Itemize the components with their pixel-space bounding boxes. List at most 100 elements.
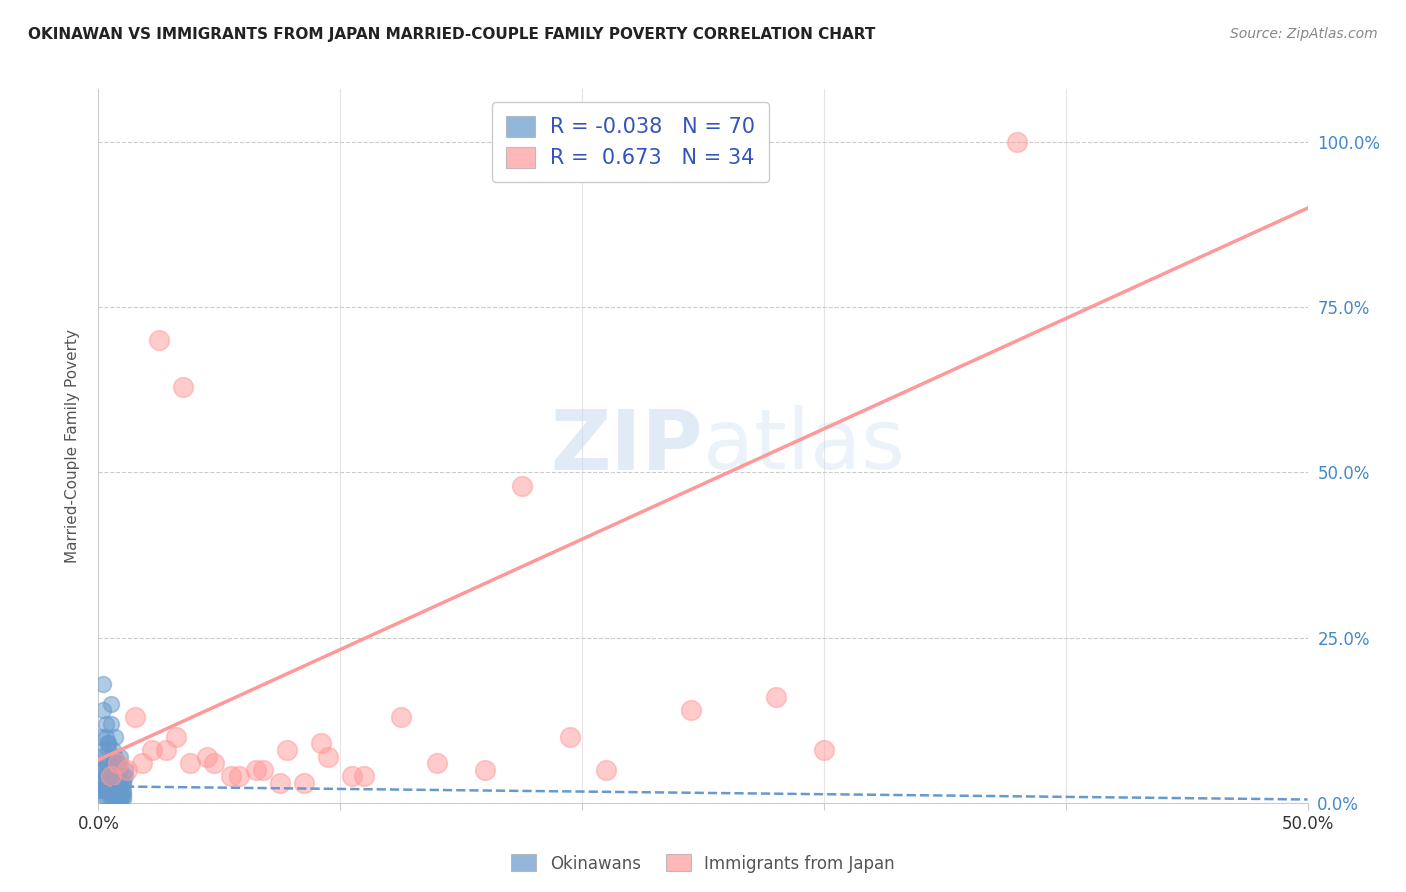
Point <box>309 736 332 750</box>
Point <box>148 333 170 347</box>
Text: ZIP: ZIP <box>551 406 703 486</box>
Point <box>124 710 146 724</box>
Point <box>108 794 131 808</box>
Point <box>107 769 129 783</box>
Point <box>100 716 122 731</box>
Point <box>679 703 702 717</box>
Point <box>101 782 124 797</box>
Point <box>101 789 124 804</box>
Point <box>276 743 298 757</box>
Point <box>107 789 129 804</box>
Point <box>172 379 194 393</box>
Point <box>97 736 120 750</box>
Point <box>108 792 131 806</box>
Point <box>474 763 496 777</box>
Point <box>165 730 187 744</box>
Point <box>765 690 787 704</box>
Point <box>269 776 291 790</box>
Point <box>316 749 339 764</box>
Legend: Okinawans, Immigrants from Japan: Okinawans, Immigrants from Japan <box>505 847 901 880</box>
Point <box>91 743 114 757</box>
Point <box>221 769 243 783</box>
Point <box>100 763 122 777</box>
Point <box>107 756 129 771</box>
Point <box>114 763 136 777</box>
Point <box>111 782 134 797</box>
Point <box>90 749 112 764</box>
Point <box>292 776 315 790</box>
Point <box>100 792 122 806</box>
Point <box>94 769 117 783</box>
Point <box>131 756 153 771</box>
Point <box>111 786 134 800</box>
Point <box>595 763 617 777</box>
Point <box>104 730 127 744</box>
Point <box>91 769 114 783</box>
Point <box>107 782 129 797</box>
Point <box>91 677 114 691</box>
Y-axis label: Married-Couple Family Poverty: Married-Couple Family Poverty <box>65 329 80 563</box>
Point <box>111 769 134 783</box>
Point <box>353 769 375 783</box>
Point <box>97 776 120 790</box>
Point <box>179 756 201 771</box>
Point <box>94 789 117 804</box>
Point <box>108 789 131 804</box>
Point <box>104 776 127 790</box>
Point <box>426 756 449 771</box>
Point <box>90 763 112 777</box>
Point <box>107 776 129 790</box>
Point <box>100 697 122 711</box>
Text: Source: ZipAtlas.com: Source: ZipAtlas.com <box>1230 27 1378 41</box>
Point <box>97 743 120 757</box>
Point <box>100 776 122 790</box>
Point <box>94 716 117 731</box>
Point <box>97 756 120 771</box>
Point <box>204 756 226 771</box>
Point <box>91 763 114 777</box>
Text: atlas: atlas <box>703 406 904 486</box>
Point <box>90 776 112 790</box>
Point <box>252 763 274 777</box>
Point <box>100 769 122 783</box>
Point <box>101 756 124 771</box>
Point <box>111 776 134 790</box>
Point <box>108 782 131 797</box>
Point <box>91 782 114 797</box>
Point <box>107 792 129 806</box>
Point <box>114 769 136 783</box>
Point <box>155 743 177 757</box>
Point <box>97 782 120 797</box>
Point <box>90 730 112 744</box>
Point <box>91 703 114 717</box>
Point <box>108 749 131 764</box>
Point <box>141 743 163 757</box>
Point <box>97 769 120 783</box>
Point <box>228 769 250 783</box>
Point <box>107 769 129 783</box>
Point <box>91 789 114 804</box>
Point <box>111 792 134 806</box>
Point <box>107 756 129 771</box>
Point <box>1007 135 1029 149</box>
Point <box>342 769 364 783</box>
Point <box>245 763 267 777</box>
Point <box>111 776 134 790</box>
Point <box>101 776 124 790</box>
Point <box>100 782 122 797</box>
Point <box>813 743 835 757</box>
Point <box>101 756 124 771</box>
Point <box>389 710 412 724</box>
Point <box>108 763 131 777</box>
Point <box>94 730 117 744</box>
Point <box>104 789 127 804</box>
Point <box>100 789 122 804</box>
Point <box>510 478 533 492</box>
Point <box>97 736 120 750</box>
Point <box>104 782 127 797</box>
Point <box>104 792 127 806</box>
Point <box>94 776 117 790</box>
Point <box>117 763 139 777</box>
Legend: R = -0.038   N = 70, R =  0.673   N = 34: R = -0.038 N = 70, R = 0.673 N = 34 <box>492 103 769 182</box>
Point <box>104 789 127 804</box>
